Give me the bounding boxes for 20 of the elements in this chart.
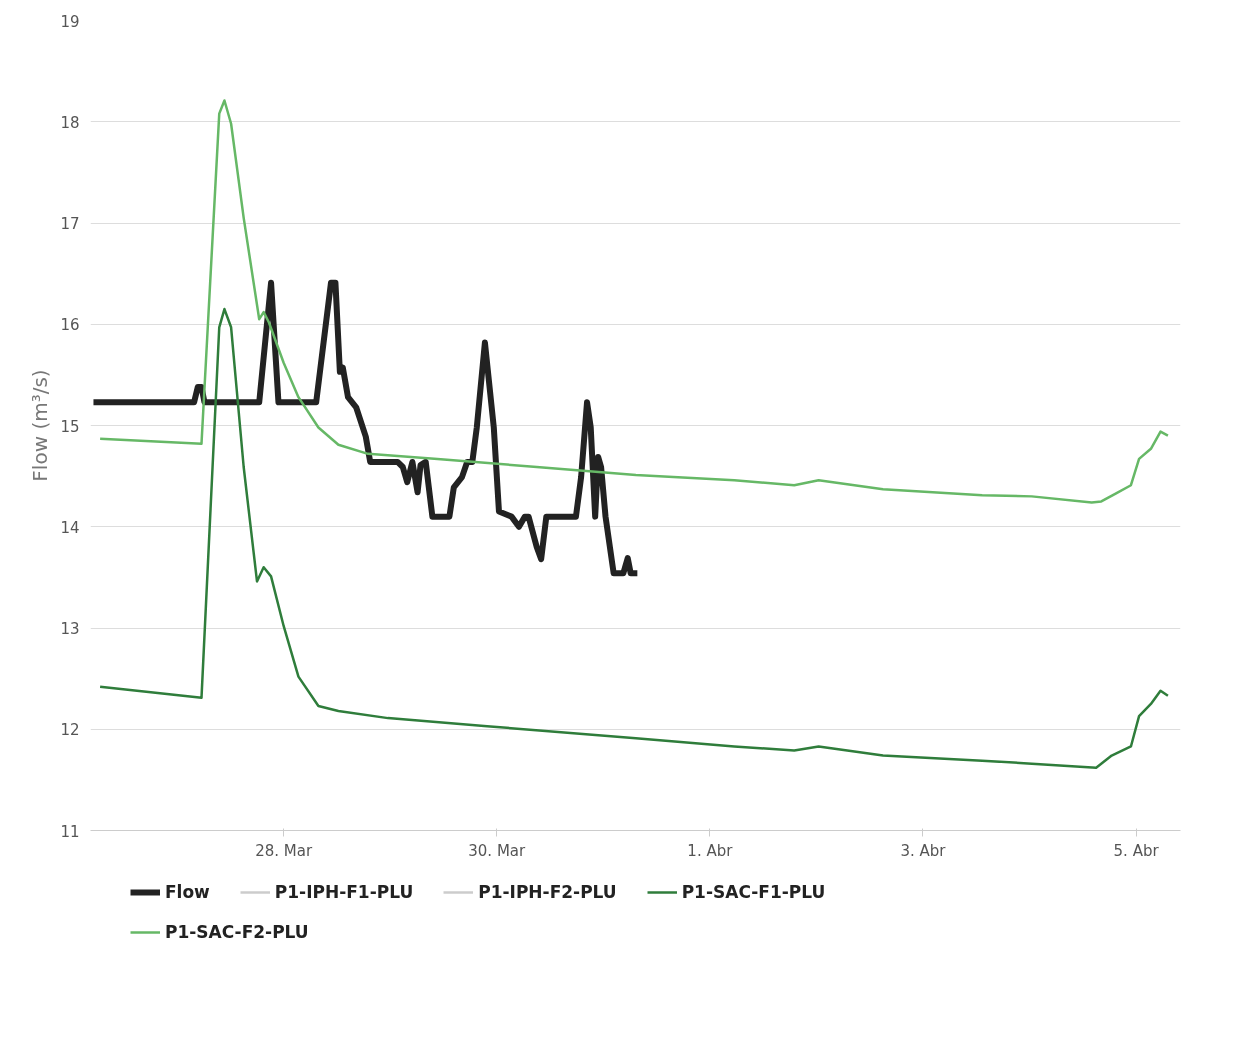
y-tick-label: 15 <box>60 417 80 436</box>
legend-label: Flow <box>165 882 210 902</box>
x-tick-label: 30. Mar <box>468 841 527 860</box>
x-tick-label: 3. Abr <box>900 841 947 860</box>
y-tick-label: 16 <box>60 316 80 335</box>
y-tick-label: 17 <box>60 215 80 233</box>
y-tick-label: 11 <box>60 822 80 841</box>
y-tick-label: 13 <box>60 620 80 638</box>
y-axis-title: Flow (m³/s) <box>28 369 53 482</box>
legend-label: P1-SAC-F1-PLU <box>681 882 826 902</box>
y-tick-label: 12 <box>60 721 80 740</box>
y-tick-label: 19 <box>60 12 80 31</box>
legend-label: P1-IPH-F2-PLU <box>478 882 617 902</box>
legend-label: P1-IPH-F1-PLU <box>274 882 414 902</box>
x-tick-label: 5. Abr <box>1113 841 1160 860</box>
y-tick-label: 14 <box>60 518 80 537</box>
x-tick-label: 1. Abr <box>687 841 734 860</box>
legend-label: P1-SAC-F2-PLU <box>165 922 309 942</box>
y-tick-label: 18 <box>60 113 80 132</box>
x-tick-label: 28. Mar <box>255 841 313 860</box>
